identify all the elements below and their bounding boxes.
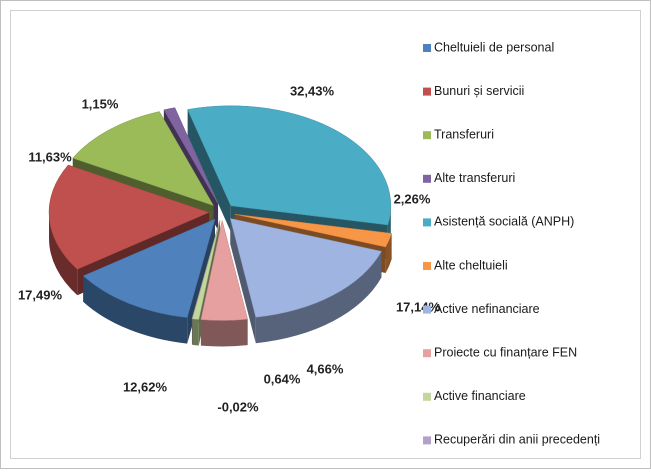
data-label: 17,49% [18,287,63,302]
legend-label: Alte transferuri [434,171,515,185]
data-label: 0,64% [264,371,301,386]
legend-label: Alte cheltuieli [434,258,508,272]
slice-side [201,319,248,346]
data-label: 11,63% [28,149,72,164]
legend-label: Asistență socială (ANPH) [434,215,574,229]
legend-label: Active nefinanciare [434,302,540,316]
legend-swatch [423,44,431,52]
legend-swatch [423,218,431,226]
data-label: 2,26% [394,191,431,206]
legend-swatch [423,262,431,270]
legend-swatch [423,175,431,183]
legend-label: Cheltuieli de personal [434,40,554,54]
slice-side [192,319,198,346]
legend-label: Proiecte cu finanțare FEN [434,345,577,359]
legend-label: Active financiare [434,389,526,403]
data-label: 4,66% [307,361,344,376]
legend-label: Recuperări din anii precedenți [434,433,600,447]
legend-swatch [423,88,431,96]
legend-label: Transferuri [434,127,494,141]
legend-swatch [423,306,431,314]
data-label: 1,15% [82,96,119,111]
data-label: -0,02% [217,399,259,414]
legend-label: Bunuri și servicii [434,84,524,98]
data-label: 32,43% [290,83,335,98]
data-label: 12,62% [123,379,168,394]
legend-swatch [423,393,431,401]
legend-swatch [423,436,431,444]
legend-swatch [423,349,431,357]
legend-swatch [423,131,431,139]
